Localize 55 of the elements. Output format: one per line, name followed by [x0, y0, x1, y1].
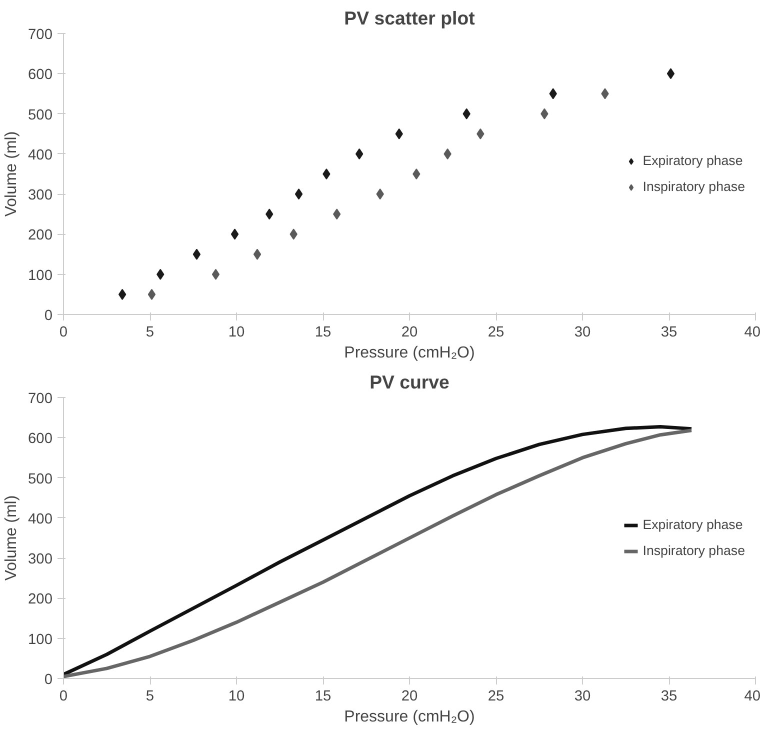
- y-tick-label: 200: [28, 592, 53, 608]
- legend-label: Expiratory phase: [642, 153, 743, 168]
- y-tick-label: 600: [28, 67, 53, 84]
- y-tick-label: 100: [28, 632, 53, 648]
- y-tick-label: 300: [28, 552, 53, 568]
- y-tick-label: 0: [44, 308, 53, 324]
- y-tick-label: 600: [28, 431, 53, 448]
- y-tick-label: 100: [28, 268, 53, 284]
- x-tick-label: 25: [488, 688, 504, 704]
- x-tick-label: 35: [660, 688, 678, 704]
- x-tick-label: 20: [401, 324, 418, 340]
- x-tick-label: 25: [488, 324, 504, 340]
- x-tick-label: 5: [146, 324, 154, 340]
- legend-label: Inspiratory phase: [642, 543, 745, 558]
- point: [192, 248, 201, 260]
- point: [230, 228, 239, 240]
- y-tick-label: 500: [28, 471, 53, 488]
- chart-title: PV scatter plot: [344, 8, 475, 28]
- chart-title: PV curve: [370, 372, 450, 392]
- x-tick-label: 5: [146, 688, 154, 704]
- y-tick-label: 200: [28, 228, 53, 244]
- point: [253, 248, 262, 260]
- point: [148, 288, 156, 300]
- y-tick-label: 0: [44, 672, 53, 688]
- y-axis-title: Volume (ml): [3, 495, 20, 581]
- x-tick-label: 30: [574, 688, 591, 704]
- point: [294, 188, 303, 200]
- x-tick-label: 30: [574, 324, 591, 340]
- x-tick-label: 40: [744, 324, 761, 340]
- x-tick-label: 10: [228, 324, 245, 340]
- y-tick-label: 400: [28, 511, 53, 528]
- x-axis-title: Pressure (cmH₂O): [344, 344, 475, 362]
- legend-label: Inspiratory phase: [642, 179, 745, 194]
- y-tick-label: 400: [28, 147, 53, 164]
- x-tick-label: 35: [660, 324, 678, 340]
- x-axis-title: Pressure (cmH₂O): [344, 708, 475, 726]
- point: [212, 268, 220, 280]
- point: [666, 68, 675, 80]
- x-tick-label: 15: [314, 688, 332, 704]
- y-tick-label: 300: [28, 188, 53, 204]
- legend-label: Expiratory phase: [642, 517, 743, 532]
- point: [118, 288, 126, 300]
- x-tick-label: 40: [744, 688, 761, 704]
- x-tick-label: 15: [314, 324, 332, 340]
- y-axis-title: Volume (ml): [3, 131, 20, 217]
- y-tick-label: 700: [28, 27, 53, 43]
- x-tick-label: 20: [401, 688, 418, 704]
- x-tick-label: 0: [59, 324, 68, 340]
- point: [412, 168, 420, 180]
- y-tick-label: 500: [28, 107, 53, 124]
- point: [322, 168, 330, 180]
- y-tick-label: 700: [28, 391, 53, 407]
- x-tick-label: 0: [59, 688, 68, 704]
- point: [355, 148, 364, 160]
- x-tick-label: 10: [228, 688, 245, 704]
